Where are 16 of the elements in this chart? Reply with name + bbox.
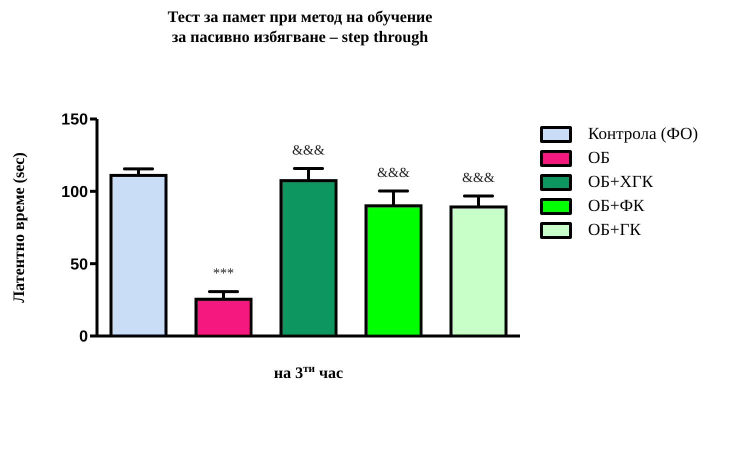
data-label: *** xyxy=(213,266,234,282)
x-axis-title: на 3$^{ти}$ час xyxy=(274,363,344,382)
legend-label: ОБ+ФК xyxy=(588,196,644,216)
y-tick-label: 0 xyxy=(79,328,88,346)
legend-label: ОБ+ХГК xyxy=(588,172,654,192)
data-label: &&& xyxy=(462,170,495,186)
y-tick-label: 50 xyxy=(70,256,88,274)
y-axis-title: Латентно време (sec) xyxy=(11,152,28,303)
y-tick-label: 100 xyxy=(61,184,88,202)
data-label: &&& xyxy=(292,143,325,158)
legend-label: ОБ xyxy=(588,148,610,168)
chart-title: Тест за памет при метод на обучение за пасивно избягване – step through xyxy=(168,9,432,46)
legend-label: ОБ+ГК xyxy=(588,220,641,240)
y-tick-label: 150 xyxy=(61,112,88,129)
data-label: &&& xyxy=(377,166,410,182)
legend-label: Контрола (ФО) xyxy=(588,124,698,144)
